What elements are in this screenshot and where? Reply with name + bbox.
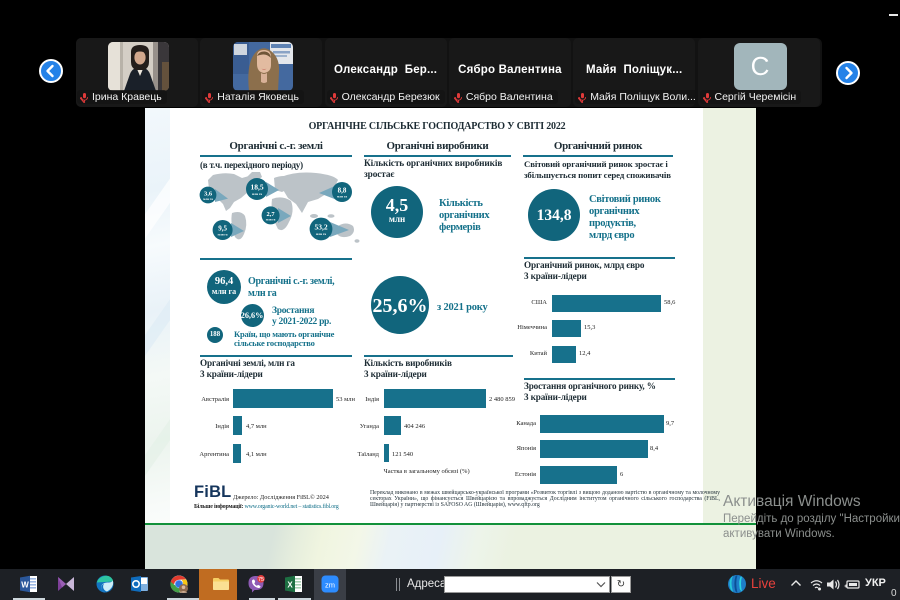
svg-text:53,2: 53,2	[314, 223, 327, 232]
svg-text:млн га: млн га	[218, 233, 228, 237]
svg-text:2,7: 2,7	[267, 211, 276, 218]
svg-text:млн га: млн га	[316, 232, 327, 236]
svg-text:zm: zm	[325, 580, 335, 589]
svg-text:75: 75	[258, 577, 264, 583]
svg-text:млн га: млн га	[337, 195, 347, 199]
svg-text:W: W	[21, 581, 29, 590]
svg-text:X: X	[287, 581, 293, 590]
svg-text:3,6: 3,6	[204, 191, 213, 198]
svg-text:8,8: 8,8	[338, 187, 347, 195]
svg-text:млн га: млн га	[266, 218, 276, 222]
svg-text:18,5: 18,5	[250, 183, 263, 192]
svg-text:9,5: 9,5	[218, 225, 227, 233]
svg-text:млн га: млн га	[252, 192, 263, 196]
svg-text:млн га: млн га	[203, 197, 213, 201]
